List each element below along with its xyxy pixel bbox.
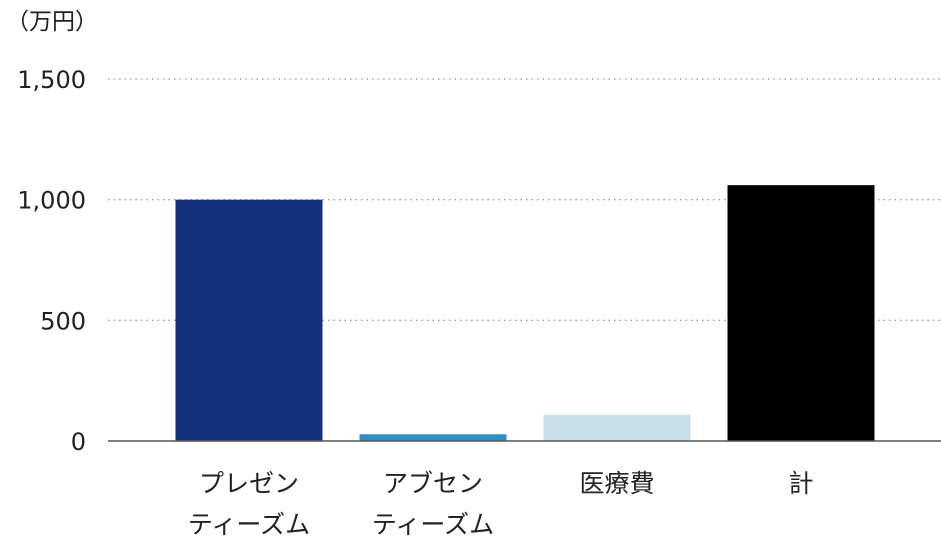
- x-tick-label-line: ティーズム: [372, 510, 494, 539]
- x-tick-label-line: 医療費: [579, 469, 654, 498]
- bar: [175, 199, 323, 441]
- x-tick-label-line: ティーズム: [188, 510, 310, 539]
- y-axis-unit-label: （万円）: [6, 9, 98, 35]
- bars: [175, 185, 875, 441]
- x-tick-label: 計: [788, 469, 813, 498]
- x-tick-label-line: プレゼン: [199, 469, 299, 498]
- bar: [727, 185, 875, 441]
- y-tick-label: 0: [71, 428, 86, 456]
- y-axis-ticks: 0 500 1,000 1,500: [17, 66, 86, 456]
- y-tick-label: 500: [40, 307, 86, 335]
- y-tick-label: 1,000: [17, 187, 86, 215]
- x-tick-label: プレゼンティーズム: [188, 469, 310, 539]
- x-tick-label-line: アブセン: [383, 469, 483, 498]
- x-tick-label: 医療費: [579, 469, 654, 498]
- bar: [359, 434, 507, 441]
- x-tick-label: アブセンティーズム: [372, 469, 494, 539]
- x-tick-label-line: 計: [788, 469, 813, 498]
- x-axis-labels: プレゼンティーズムアブセンティーズム医療費計: [188, 469, 814, 539]
- bar: [543, 414, 691, 441]
- y-tick-label: 1,500: [17, 66, 86, 94]
